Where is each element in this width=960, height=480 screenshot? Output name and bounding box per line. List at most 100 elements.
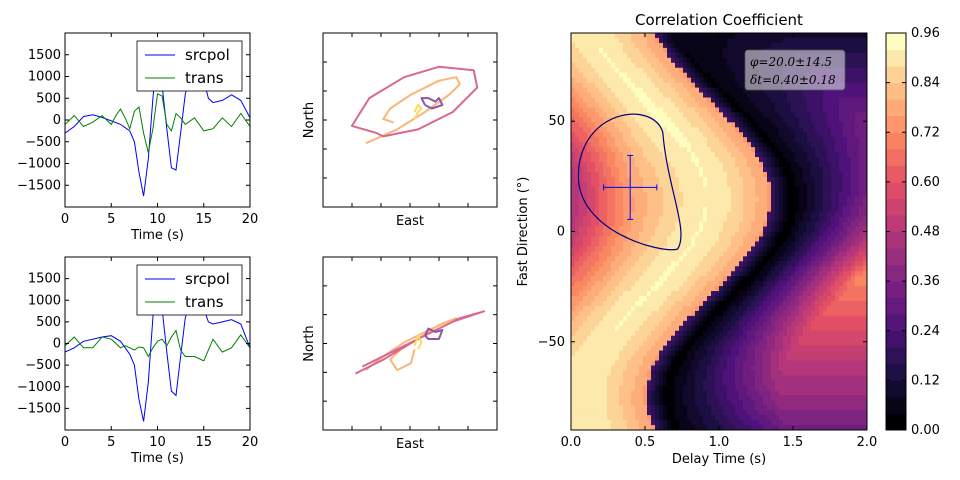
heatmap-cell xyxy=(619,286,624,292)
heatmap-cell xyxy=(623,42,628,49)
heatmap-cell xyxy=(699,390,704,396)
heatmap-cell xyxy=(683,271,688,277)
heatmap-cell xyxy=(715,107,720,113)
heatmap-cell xyxy=(775,340,780,347)
heatmap-cell xyxy=(607,171,612,178)
heatmap-cell xyxy=(671,176,676,183)
heatmap-cell xyxy=(703,231,708,238)
heatmap-cell xyxy=(631,370,636,377)
heatmap-cell xyxy=(715,33,720,39)
heatmap-cell xyxy=(659,335,664,342)
heatmap-cell xyxy=(679,216,684,223)
heatmap-cell xyxy=(707,211,712,218)
heatmap-cell xyxy=(675,425,680,430)
heatmap-cell xyxy=(575,315,580,322)
heatmap-cell xyxy=(671,380,676,386)
heatmap-cell xyxy=(615,271,620,277)
heatmap-cell xyxy=(755,157,760,163)
heatmap-cell xyxy=(627,350,632,357)
heatmap-cell xyxy=(579,132,584,138)
heatmap-cell xyxy=(703,82,708,89)
heatmap-cell xyxy=(635,405,640,411)
heatmap-cell xyxy=(571,246,576,252)
heatmap-cell xyxy=(619,82,624,89)
heatmap-cell xyxy=(599,266,604,272)
heatmap-cell xyxy=(707,360,712,367)
heatmap-cell xyxy=(743,330,748,337)
heatmap-cell xyxy=(727,201,732,208)
heatmap-cell xyxy=(691,296,696,302)
heatmap-cell xyxy=(695,276,700,282)
heatmap-cell xyxy=(743,142,748,148)
heatmap-cell xyxy=(711,266,716,272)
heatmap-cell xyxy=(619,320,624,327)
heatmap-cell xyxy=(655,137,660,143)
heatmap-cell xyxy=(771,291,776,297)
heatmap-cell xyxy=(707,296,712,302)
heatmap-cell xyxy=(759,271,764,277)
heatmap-cell xyxy=(591,42,596,49)
heatmap-cell xyxy=(627,47,632,54)
heatmap-cell xyxy=(807,286,812,292)
heatmap-cell xyxy=(631,142,636,148)
heatmap-cell xyxy=(703,176,708,183)
heatmap-cell xyxy=(791,325,796,332)
heatmap-cell xyxy=(747,152,752,158)
heatmap-cell xyxy=(591,102,596,109)
heatmap-cell xyxy=(687,176,692,183)
heatmap-cell xyxy=(627,57,632,64)
heatmap-cell xyxy=(619,142,624,148)
heatmap-cell xyxy=(575,281,580,287)
heatmap-cell xyxy=(623,142,628,148)
heatmap-cell xyxy=(635,380,640,386)
heatmap-cell xyxy=(703,102,708,109)
heatmap-cell xyxy=(791,191,796,198)
heatmap-cell xyxy=(751,296,756,302)
heatmap-cell xyxy=(603,271,608,277)
heatmap-cell xyxy=(759,370,764,377)
heatmap-cell xyxy=(807,370,812,377)
heatmap-cell xyxy=(675,47,680,54)
heatmap-cell xyxy=(643,375,648,381)
y-axis-label: North xyxy=(302,325,317,361)
heatmap-cell xyxy=(771,127,776,133)
heatmap-cell xyxy=(643,405,648,411)
heatmap-cell xyxy=(607,152,612,158)
heatmap-cell xyxy=(651,171,656,178)
heatmap-cell xyxy=(707,171,712,178)
heatmap-cell xyxy=(799,102,804,109)
heatmap-cell xyxy=(647,201,652,208)
heatmap-cell xyxy=(791,350,796,357)
heatmap-cell xyxy=(623,395,628,401)
heatmap-cell xyxy=(763,112,768,118)
heatmap-cell xyxy=(807,335,812,342)
heatmap-cell xyxy=(695,162,700,168)
heatmap-cell xyxy=(719,256,724,262)
heatmap-cell xyxy=(671,365,676,372)
heatmap-cell xyxy=(731,122,736,128)
heatmap-cell xyxy=(715,171,720,178)
heatmap-cell xyxy=(771,400,776,406)
heatmap-cell xyxy=(659,320,664,327)
heatmap-cell xyxy=(783,266,788,272)
heatmap-cell xyxy=(571,33,576,39)
heatmap-cell xyxy=(811,191,816,198)
heatmap-cell xyxy=(703,310,708,317)
heatmap-cell xyxy=(687,166,692,173)
heatmap-cell xyxy=(631,256,636,262)
heatmap-cell xyxy=(803,132,808,138)
heatmap-cell xyxy=(639,410,644,416)
heatmap-cell xyxy=(663,291,668,297)
heatmap-cell xyxy=(715,266,720,272)
heatmap-cell xyxy=(679,420,684,426)
heatmap-cell xyxy=(711,42,716,49)
heatmap-cell xyxy=(639,42,644,49)
heatmap-cell xyxy=(579,266,584,272)
heatmap-cell xyxy=(595,92,600,99)
heatmap-cell xyxy=(671,87,676,94)
heatmap-cell xyxy=(703,355,708,362)
heatmap-cell xyxy=(667,216,672,223)
heatmap-cell xyxy=(767,132,772,138)
heatmap-cell xyxy=(803,415,808,421)
heatmap-cell xyxy=(675,147,680,153)
